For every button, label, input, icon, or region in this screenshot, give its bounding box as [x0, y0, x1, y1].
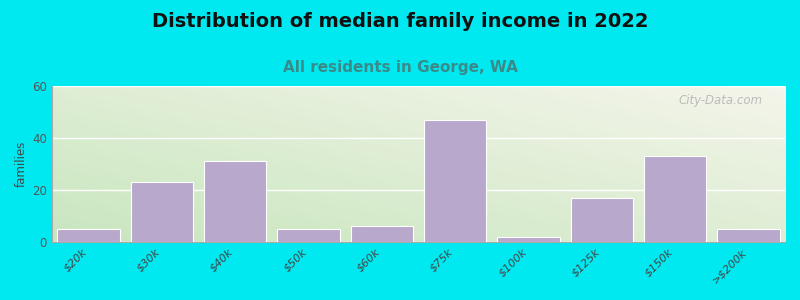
- Y-axis label: families: families: [15, 141, 28, 187]
- Bar: [58, 229, 120, 242]
- Text: City-Data.com: City-Data.com: [679, 94, 763, 107]
- Bar: [278, 229, 340, 242]
- Bar: [717, 229, 779, 242]
- Bar: [130, 182, 193, 242]
- Bar: [204, 161, 266, 242]
- Bar: [424, 120, 486, 242]
- Bar: [498, 236, 559, 242]
- Bar: [644, 156, 706, 242]
- Bar: [570, 198, 633, 242]
- Text: Distribution of median family income in 2022: Distribution of median family income in …: [152, 12, 648, 31]
- Bar: [350, 226, 413, 242]
- Text: All residents in George, WA: All residents in George, WA: [282, 60, 518, 75]
